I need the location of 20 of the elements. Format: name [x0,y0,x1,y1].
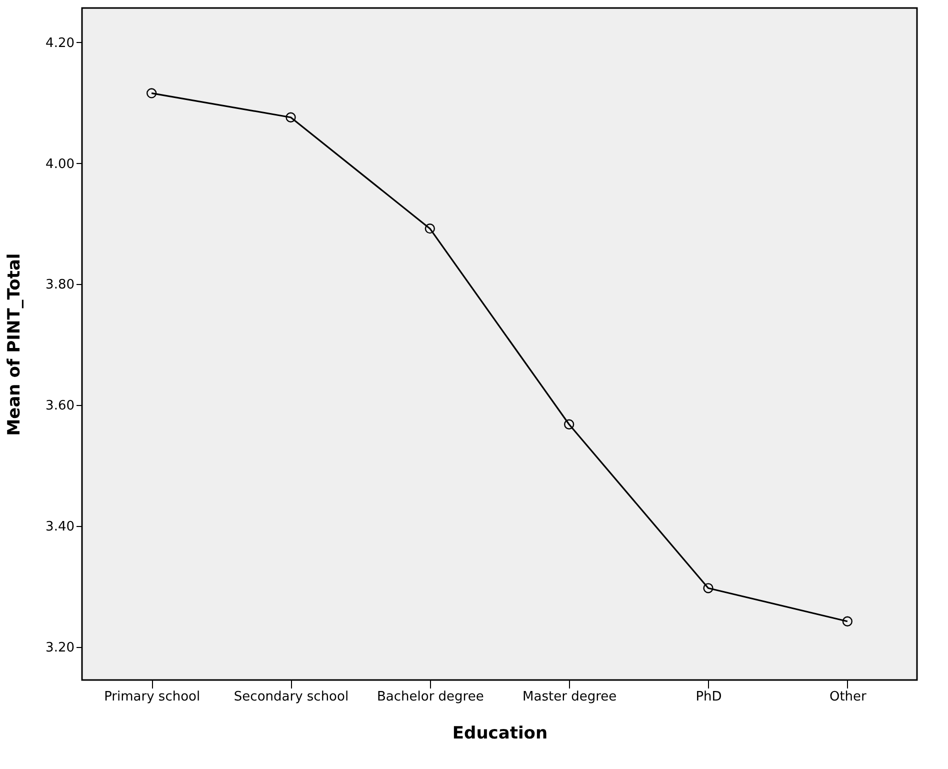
y-tick-label: 3.20 [46,640,74,656]
point [703,583,714,594]
y-tick-label: 4.20 [46,36,74,51]
point [424,224,435,234]
point [146,88,157,98]
point [286,112,296,122]
y-tick-label: 4.00 [46,156,74,172]
x-tick-label: Master degree [522,690,617,704]
x-tick-label: Bachelor degree [376,690,484,704]
x-tick-label: Other [829,690,868,704]
y-tick-label: 3.40 [46,519,74,534]
y-tick-label: 3.80 [46,278,74,293]
point [564,419,574,430]
x-tick-label: PhD [696,690,722,704]
x-tick-label: Secondary school [234,690,349,704]
point [842,616,852,626]
x-axis-title: Education [452,724,548,744]
y-axis-title: Mean of PINT_Total [4,253,25,436]
x-tick-label: Primary school [104,690,200,704]
y-tick-label: 3.60 [46,398,74,414]
